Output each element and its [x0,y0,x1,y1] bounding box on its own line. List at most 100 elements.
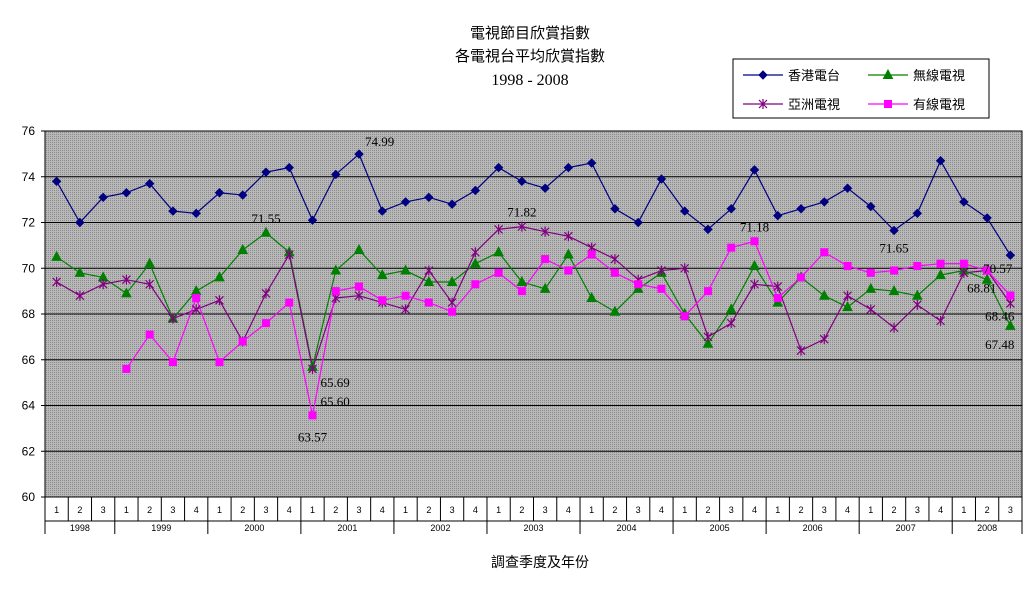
series-point-2 [539,282,551,293]
series-point-3 [191,304,201,315]
series-point-3 [145,279,155,290]
series-line-1 [56,153,1011,256]
series-point-1 [214,188,225,198]
year-label: 2000 [244,523,264,533]
series-point-2 [400,264,411,275]
series-point-2 [330,264,342,275]
series-point-1 [424,192,434,203]
quarter-label: 2 [519,505,524,515]
quarter-label: 2 [892,505,897,515]
series-point-4 [331,287,340,296]
series-point-1 [633,217,643,228]
series-point-3 [401,304,410,315]
series-point-2 [842,301,853,312]
series-point-2 [260,226,272,237]
quarter-label: 2 [147,505,152,515]
quarter-label: 4 [659,505,664,515]
quarter-label: 2 [426,505,431,515]
series-point-2 [121,287,132,298]
series-point-1 [749,165,760,175]
chart-title: 電視節目欣賞指數 [470,24,590,42]
series-point-2 [74,266,86,277]
series-point-3 [796,345,806,356]
quarter-label: 1 [310,505,315,515]
data-label: 63.57 [298,429,328,444]
series-point-2 [1005,319,1016,330]
quarter-label: 4 [473,505,478,515]
quarter-label: 2 [333,505,338,515]
series-point-3 [52,276,62,287]
series-point-2 [353,243,365,254]
series-point-4 [610,268,619,277]
quarter-label: 3 [822,505,827,515]
series-point-1 [889,225,899,236]
legend-item-3: 亞洲電視 [743,98,840,113]
series-point-1 [679,206,690,216]
series-point-1 [98,192,108,203]
quarter-label: 3 [915,505,920,515]
year-label: 1999 [151,523,171,533]
series-point-3 [308,363,317,374]
series-point-4 [913,261,922,270]
quarter-label: 1 [775,505,780,515]
quarter-label: 4 [938,505,943,515]
legend-box [732,58,990,119]
quarter-label: 3 [1008,505,1013,515]
series-point-2 [586,291,597,302]
series-point-1 [1005,250,1016,260]
series-point-4 [192,293,201,302]
series-point-3 [889,322,899,333]
series-point-1 [51,176,62,187]
series-point-3 [447,297,457,308]
series-point-1 [586,158,597,168]
series-point-3 [284,249,294,260]
year-label: 2008 [977,523,997,533]
quarter-label: 2 [612,505,617,515]
series-point-3 [215,295,224,306]
quarter-label: 4 [845,505,850,515]
series-point-1 [377,206,388,216]
year-label: 2006 [803,523,823,533]
legend-item-2: 無線電視 [868,68,965,84]
series-point-3 [121,274,131,285]
series-point-1 [726,204,736,214]
quarter-label: 4 [380,505,385,515]
series-point-4 [401,291,410,300]
chart-subtitle: 各電視台平均欣賞指數 [455,47,605,65]
series-point-1 [470,185,481,196]
y-tick-label: 68 [22,307,36,321]
series-point-2 [516,275,528,286]
data-label: 65.69 [321,375,350,390]
y-axis: 60 62 64 66 68 70 72 74 76 [22,124,45,504]
x-axis: 1 2 3 1 2 3 4 1 2 3 4 1 2 3 4 1 2 3 4 1 2 3 4 1 2 3 4 1 2 3 4 1 2 3 4 1 2 3 4 1… [44,497,1023,534]
series-point-3 [657,265,666,276]
legend-swatch-marker [758,99,768,109]
series-markers [51,149,1016,420]
series-point-1 [75,217,85,228]
year-label: 2004 [617,523,637,533]
y-tick-label: 62 [22,444,36,458]
series-point-4 [959,259,968,268]
series-point-1 [191,208,201,219]
quarter-label: 2 [240,505,245,515]
quarter-label: 3 [636,505,641,515]
series-point-1 [912,208,923,219]
quarter-label: 1 [54,505,59,515]
series-point-2 [981,273,993,284]
series-point-4 [145,330,154,339]
series-point-3 [98,279,108,290]
data-label: 71.18 [740,219,769,234]
series-point-2 [470,257,481,268]
quarter-label: 1 [217,505,222,515]
data-label: 74.99 [365,134,394,149]
series-point-3 [168,313,178,324]
quarter-label: 3 [263,505,268,515]
series-point-4 [866,268,875,277]
series-point-1 [935,156,946,166]
quarter-label: 1 [961,505,966,515]
series-point-3 [726,318,736,329]
series-point-4 [355,282,364,291]
year-label: 2003 [523,523,543,533]
